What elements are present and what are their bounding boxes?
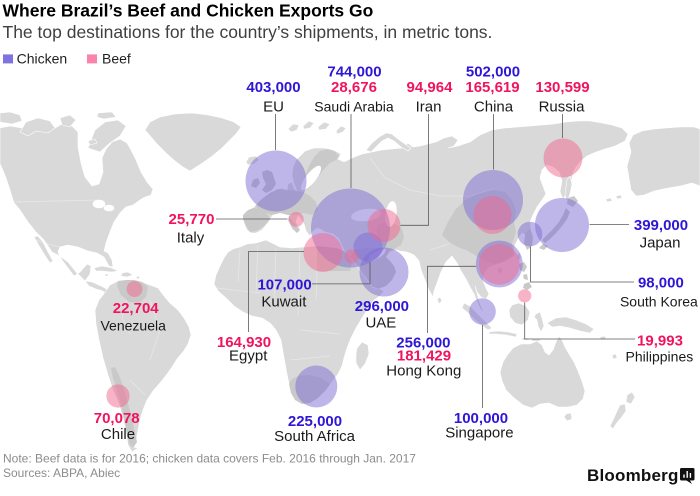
svg-text:744,000: 744,000 <box>327 64 381 81</box>
svg-text:Philippines: Philippines <box>626 349 694 365</box>
svg-text:Note: Beef data is for 2016; c: Note: Beef data is for 2016; chicken dat… <box>3 451 416 465</box>
svg-text:Where Brazil’s Beef and Chicke: Where Brazil’s Beef and Chicken Exports … <box>3 0 374 20</box>
svg-text:130,599: 130,599 <box>535 79 589 96</box>
svg-text:164,930: 164,930 <box>217 334 271 351</box>
svg-text:Saudi Arabia: Saudi Arabia <box>314 99 394 115</box>
svg-text:100,000: 100,000 <box>454 410 508 427</box>
svg-text:Italy: Italy <box>177 230 205 247</box>
svg-text:Sources: ABPA, Abiec: Sources: ABPA, Abiec <box>3 466 120 480</box>
svg-text:94,964: 94,964 <box>407 79 454 96</box>
svg-text:22,704: 22,704 <box>113 300 160 317</box>
svg-text:107,000: 107,000 <box>257 277 311 294</box>
svg-text:Iran: Iran <box>416 99 442 116</box>
svg-text:296,000: 296,000 <box>355 298 409 315</box>
svg-text:181,429: 181,429 <box>397 348 451 365</box>
svg-text:Japan: Japan <box>640 235 681 252</box>
svg-text:28,676: 28,676 <box>331 79 377 96</box>
svg-text:399,000: 399,000 <box>634 217 688 234</box>
svg-text:Hong Kong: Hong Kong <box>386 363 461 380</box>
svg-text:South Korea: South Korea <box>620 294 698 310</box>
svg-text:25,770: 25,770 <box>169 211 215 228</box>
svg-text:UAE: UAE <box>365 315 396 332</box>
svg-text:165,619: 165,619 <box>465 79 519 96</box>
svg-text:Beef: Beef <box>102 51 131 67</box>
svg-text:The top destinations for the c: The top destinations for the country’s s… <box>3 22 493 42</box>
svg-text:Bloomberg: Bloomberg <box>587 466 679 485</box>
svg-text:502,000: 502,000 <box>466 64 520 81</box>
svg-text:403,000: 403,000 <box>246 79 300 96</box>
svg-text:Venezuela: Venezuela <box>100 318 166 334</box>
svg-text:98,000: 98,000 <box>638 275 684 292</box>
svg-text:19,993: 19,993 <box>637 333 683 350</box>
svg-text:225,000: 225,000 <box>288 413 342 430</box>
svg-text:Egypt: Egypt <box>229 348 268 365</box>
svg-text:China: China <box>474 99 514 116</box>
svg-text:70,078: 70,078 <box>94 410 140 427</box>
svg-text:EU: EU <box>263 99 284 116</box>
svg-text:Kuwait: Kuwait <box>261 294 307 311</box>
svg-text:South Africa: South Africa <box>274 428 356 445</box>
svg-text:Singapore: Singapore <box>445 425 513 442</box>
svg-text:Chicken: Chicken <box>17 51 68 67</box>
svg-text:Russia: Russia <box>539 99 586 116</box>
svg-text:256,000: 256,000 <box>396 335 450 352</box>
svg-text:Chile: Chile <box>101 426 135 443</box>
